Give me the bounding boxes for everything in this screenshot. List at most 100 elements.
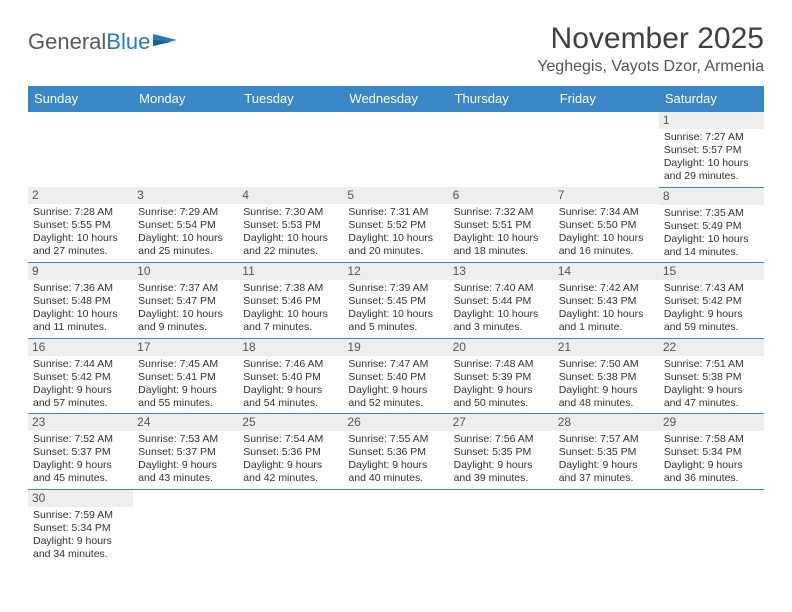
sunset-text: Sunset: 5:35 PM bbox=[454, 446, 549, 459]
calendar-cell: 13Sunrise: 7:40 AMSunset: 5:44 PMDayligh… bbox=[449, 263, 554, 339]
day-number: 7 bbox=[554, 187, 659, 204]
calendar-cell: 10Sunrise: 7:37 AMSunset: 5:47 PMDayligh… bbox=[133, 263, 238, 339]
calendar-week: 2Sunrise: 7:28 AMSunset: 5:55 PMDaylight… bbox=[28, 187, 764, 263]
calendar-cell bbox=[133, 112, 238, 188]
day2-text: and 45 minutes. bbox=[33, 472, 128, 485]
sunset-text: Sunset: 5:34 PM bbox=[33, 522, 128, 535]
day-number: 10 bbox=[133, 263, 238, 280]
day-header: Thursday bbox=[449, 86, 554, 112]
sunset-text: Sunset: 5:44 PM bbox=[454, 295, 549, 308]
sunset-text: Sunset: 5:47 PM bbox=[138, 295, 233, 308]
day2-text: and 37 minutes. bbox=[559, 472, 654, 485]
day-number: 2 bbox=[28, 187, 133, 204]
day1-text: Daylight: 9 hours bbox=[243, 384, 338, 397]
calendar-cell: 20Sunrise: 7:48 AMSunset: 5:39 PMDayligh… bbox=[449, 338, 554, 414]
calendar-cell bbox=[238, 112, 343, 188]
day-number: 9 bbox=[28, 263, 133, 280]
day1-text: Daylight: 10 hours bbox=[243, 308, 338, 321]
sunrise-text: Sunrise: 7:29 AM bbox=[138, 206, 233, 219]
calendar-cell: 15Sunrise: 7:43 AMSunset: 5:42 PMDayligh… bbox=[659, 263, 764, 339]
day1-text: Daylight: 9 hours bbox=[33, 384, 128, 397]
day-header-row: SundayMondayTuesdayWednesdayThursdayFrid… bbox=[28, 86, 764, 112]
day2-text: and 39 minutes. bbox=[454, 472, 549, 485]
sunrise-text: Sunrise: 7:53 AM bbox=[138, 433, 233, 446]
day2-text: and 7 minutes. bbox=[243, 321, 338, 334]
day1-text: Daylight: 9 hours bbox=[138, 459, 233, 472]
sunset-text: Sunset: 5:42 PM bbox=[664, 295, 759, 308]
day2-text: and 29 minutes. bbox=[664, 170, 759, 183]
sunset-text: Sunset: 5:37 PM bbox=[33, 446, 128, 459]
day2-text: and 16 minutes. bbox=[559, 245, 654, 258]
sunset-text: Sunset: 5:50 PM bbox=[559, 219, 654, 232]
calendar-cell: 28Sunrise: 7:57 AMSunset: 5:35 PMDayligh… bbox=[554, 414, 659, 490]
day1-text: Daylight: 10 hours bbox=[559, 308, 654, 321]
sunrise-text: Sunrise: 7:37 AM bbox=[138, 282, 233, 295]
day1-text: Daylight: 10 hours bbox=[348, 308, 443, 321]
day1-text: Daylight: 9 hours bbox=[664, 384, 759, 397]
calendar-cell: 14Sunrise: 7:42 AMSunset: 5:43 PMDayligh… bbox=[554, 263, 659, 339]
sunrise-text: Sunrise: 7:58 AM bbox=[664, 433, 759, 446]
calendar-body: 1Sunrise: 7:27 AMSunset: 5:57 PMDaylight… bbox=[28, 112, 764, 565]
calendar-week: 1Sunrise: 7:27 AMSunset: 5:57 PMDaylight… bbox=[28, 112, 764, 188]
sunset-text: Sunset: 5:41 PM bbox=[138, 371, 233, 384]
sunrise-text: Sunrise: 7:36 AM bbox=[33, 282, 128, 295]
sunset-text: Sunset: 5:51 PM bbox=[454, 219, 549, 232]
calendar-cell: 18Sunrise: 7:46 AMSunset: 5:40 PMDayligh… bbox=[238, 338, 343, 414]
calendar-cell bbox=[449, 112, 554, 188]
day1-text: Daylight: 9 hours bbox=[33, 535, 128, 548]
sunrise-text: Sunrise: 7:51 AM bbox=[664, 358, 759, 371]
sunset-text: Sunset: 5:40 PM bbox=[348, 371, 443, 384]
day2-text: and 25 minutes. bbox=[138, 245, 233, 258]
day1-text: Daylight: 10 hours bbox=[33, 232, 128, 245]
title-block: November 2025 Yeghegis, Vayots Dzor, Arm… bbox=[537, 22, 764, 76]
sunset-text: Sunset: 5:48 PM bbox=[33, 295, 128, 308]
day-number: 30 bbox=[28, 490, 133, 507]
calendar-cell: 29Sunrise: 7:58 AMSunset: 5:34 PMDayligh… bbox=[659, 414, 764, 490]
day-number: 27 bbox=[449, 414, 554, 431]
day2-text: and 1 minute. bbox=[559, 321, 654, 334]
sunset-text: Sunset: 5:46 PM bbox=[243, 295, 338, 308]
day1-text: Daylight: 9 hours bbox=[664, 308, 759, 321]
day-number: 18 bbox=[238, 339, 343, 356]
day2-text: and 48 minutes. bbox=[559, 397, 654, 410]
sunset-text: Sunset: 5:52 PM bbox=[348, 219, 443, 232]
page-header: GeneralBlue November 2025 Yeghegis, Vayo… bbox=[28, 22, 764, 76]
sunset-text: Sunset: 5:38 PM bbox=[559, 371, 654, 384]
day2-text: and 40 minutes. bbox=[348, 472, 443, 485]
sunrise-text: Sunrise: 7:38 AM bbox=[243, 282, 338, 295]
sunset-text: Sunset: 5:34 PM bbox=[664, 446, 759, 459]
calendar-cell: 23Sunrise: 7:52 AMSunset: 5:37 PMDayligh… bbox=[28, 414, 133, 490]
sunset-text: Sunset: 5:49 PM bbox=[664, 220, 759, 233]
sunrise-text: Sunrise: 7:56 AM bbox=[454, 433, 549, 446]
logo: GeneralBlue bbox=[28, 22, 179, 56]
sunrise-text: Sunrise: 7:50 AM bbox=[559, 358, 654, 371]
day2-text: and 50 minutes. bbox=[454, 397, 549, 410]
calendar-week: 16Sunrise: 7:44 AMSunset: 5:42 PMDayligh… bbox=[28, 338, 764, 414]
sunrise-text: Sunrise: 7:27 AM bbox=[664, 131, 759, 144]
calendar-cell: 6Sunrise: 7:32 AMSunset: 5:51 PMDaylight… bbox=[449, 187, 554, 263]
sunset-text: Sunset: 5:43 PM bbox=[559, 295, 654, 308]
sunrise-text: Sunrise: 7:28 AM bbox=[33, 206, 128, 219]
day-number: 11 bbox=[238, 263, 343, 280]
day2-text: and 43 minutes. bbox=[138, 472, 233, 485]
calendar-table: SundayMondayTuesdayWednesdayThursdayFrid… bbox=[28, 86, 764, 564]
day2-text: and 52 minutes. bbox=[348, 397, 443, 410]
calendar-cell: 12Sunrise: 7:39 AMSunset: 5:45 PMDayligh… bbox=[343, 263, 448, 339]
calendar-cell: 1Sunrise: 7:27 AMSunset: 5:57 PMDaylight… bbox=[659, 112, 764, 188]
day-number: 24 bbox=[133, 414, 238, 431]
day2-text: and 59 minutes. bbox=[664, 321, 759, 334]
day-number: 21 bbox=[554, 339, 659, 356]
calendar-week: 30Sunrise: 7:59 AMSunset: 5:34 PMDayligh… bbox=[28, 489, 764, 564]
day-number: 19 bbox=[343, 339, 448, 356]
calendar-cell bbox=[238, 489, 343, 564]
calendar-cell: 21Sunrise: 7:50 AMSunset: 5:38 PMDayligh… bbox=[554, 338, 659, 414]
calendar-cell: 16Sunrise: 7:44 AMSunset: 5:42 PMDayligh… bbox=[28, 338, 133, 414]
calendar-cell bbox=[449, 489, 554, 564]
calendar-cell: 3Sunrise: 7:29 AMSunset: 5:54 PMDaylight… bbox=[133, 187, 238, 263]
day-number: 16 bbox=[28, 339, 133, 356]
sunrise-text: Sunrise: 7:54 AM bbox=[243, 433, 338, 446]
day2-text: and 3 minutes. bbox=[454, 321, 549, 334]
day2-text: and 11 minutes. bbox=[33, 321, 128, 334]
day1-text: Daylight: 9 hours bbox=[138, 384, 233, 397]
day-number: 15 bbox=[659, 263, 764, 280]
